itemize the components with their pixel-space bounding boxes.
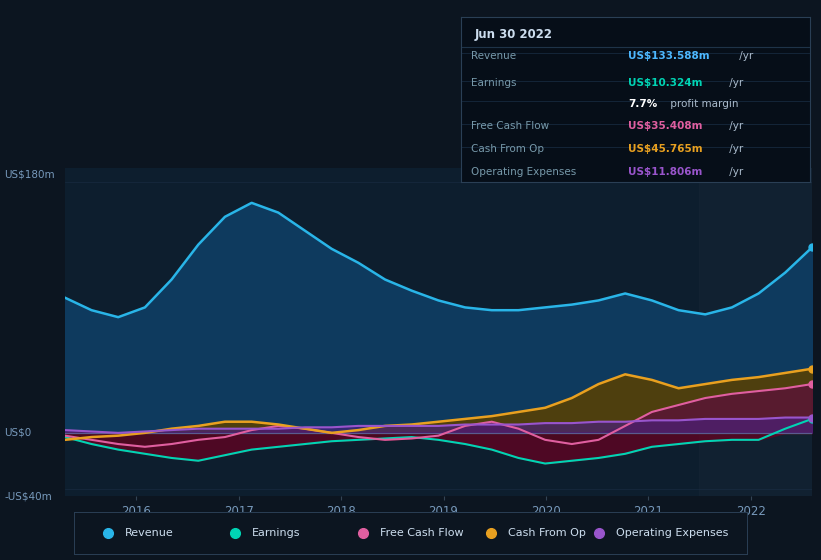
Text: Operating Expenses: Operating Expenses	[616, 529, 728, 538]
Text: 7.7%: 7.7%	[628, 100, 658, 109]
Text: Cash From Op: Cash From Op	[471, 144, 544, 154]
Bar	[699, 168, 812, 496]
Text: Revenue: Revenue	[125, 529, 173, 538]
Text: US$35.408m: US$35.408m	[628, 121, 703, 131]
Text: US$10.324m: US$10.324m	[628, 78, 703, 88]
Text: Cash From Op: Cash From Op	[508, 529, 586, 538]
Text: /yr: /yr	[736, 52, 753, 62]
Text: -US$40m: -US$40m	[4, 492, 52, 501]
Text: US$133.588m: US$133.588m	[628, 52, 709, 62]
Text: /yr: /yr	[726, 121, 743, 131]
Text: Operating Expenses: Operating Expenses	[471, 167, 576, 177]
Text: US$11.806m: US$11.806m	[628, 167, 703, 177]
Text: Free Cash Flow: Free Cash Flow	[471, 121, 549, 131]
Text: US$180m: US$180m	[4, 169, 55, 179]
Text: Revenue: Revenue	[471, 52, 516, 62]
Text: Earnings: Earnings	[252, 529, 300, 538]
Text: Free Cash Flow: Free Cash Flow	[380, 529, 464, 538]
Text: /yr: /yr	[726, 78, 743, 88]
Text: US$45.765m: US$45.765m	[628, 144, 703, 154]
Text: US$0: US$0	[4, 428, 31, 438]
Text: Earnings: Earnings	[471, 78, 516, 88]
Text: /yr: /yr	[726, 144, 743, 154]
Text: profit margin: profit margin	[667, 100, 739, 109]
Text: Jun 30 2022: Jun 30 2022	[475, 29, 553, 41]
Text: /yr: /yr	[726, 167, 743, 177]
